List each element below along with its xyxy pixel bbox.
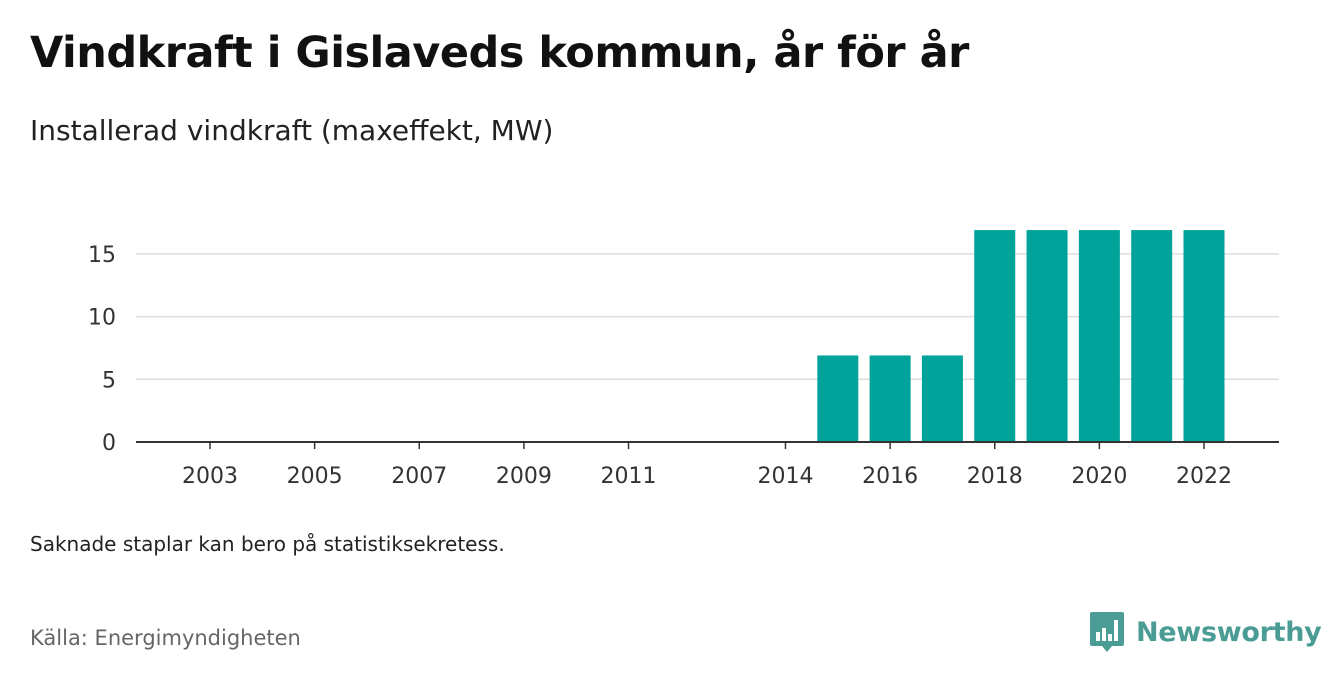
bar-2018 <box>974 230 1016 442</box>
bar-2017 <box>921 355 963 442</box>
x-axis-labels: 2003 2005 2007 2009 2011 2014 2016 2018 2020 2022 <box>182 464 1232 489</box>
y-tick-label: 5 <box>102 368 116 393</box>
x-tick-label: 2003 <box>182 464 238 489</box>
x-axis <box>136 441 1279 449</box>
bar-2016 <box>869 355 911 442</box>
bar-2019 <box>1026 230 1068 442</box>
x-tick-label: 2005 <box>287 464 343 489</box>
chart-subtitle: Installerad vindkraft (maxeffekt, MW) <box>30 114 554 147</box>
y-tick-label: 0 <box>102 431 116 456</box>
x-tick-label: 2022 <box>1176 464 1232 489</box>
bar-2015 <box>817 355 859 442</box>
x-tick-label: 2011 <box>601 464 657 489</box>
x-tick-label: 2016 <box>862 464 918 489</box>
x-tick-label: 2018 <box>967 464 1023 489</box>
y-axis-labels: 0 5 10 15 <box>88 243 116 456</box>
bar-2021 <box>1131 230 1173 442</box>
bar-chart-speech-bubble-icon <box>1090 612 1124 652</box>
bar-2022 <box>1183 230 1225 442</box>
y-tick-label: 15 <box>88 243 116 268</box>
x-tick-label: 2009 <box>496 464 552 489</box>
source-label: Källa: Energimyndigheten <box>30 626 301 650</box>
bar-2020 <box>1078 230 1120 442</box>
footnote: Saknade staplar kan bero på statistiksek… <box>30 532 505 556</box>
brand-name: Newsworthy <box>1136 616 1322 648</box>
bars <box>817 230 1225 442</box>
chart-title: Vindkraft i Gislaveds kommun, år för år <box>30 28 969 78</box>
x-tick-label: 2020 <box>1071 464 1127 489</box>
brand-logo[interactable]: Newsworthy <box>1088 610 1322 654</box>
x-tick-label: 2007 <box>391 464 447 489</box>
x-tick-label: 2014 <box>757 464 813 489</box>
y-tick-label: 10 <box>88 306 116 331</box>
